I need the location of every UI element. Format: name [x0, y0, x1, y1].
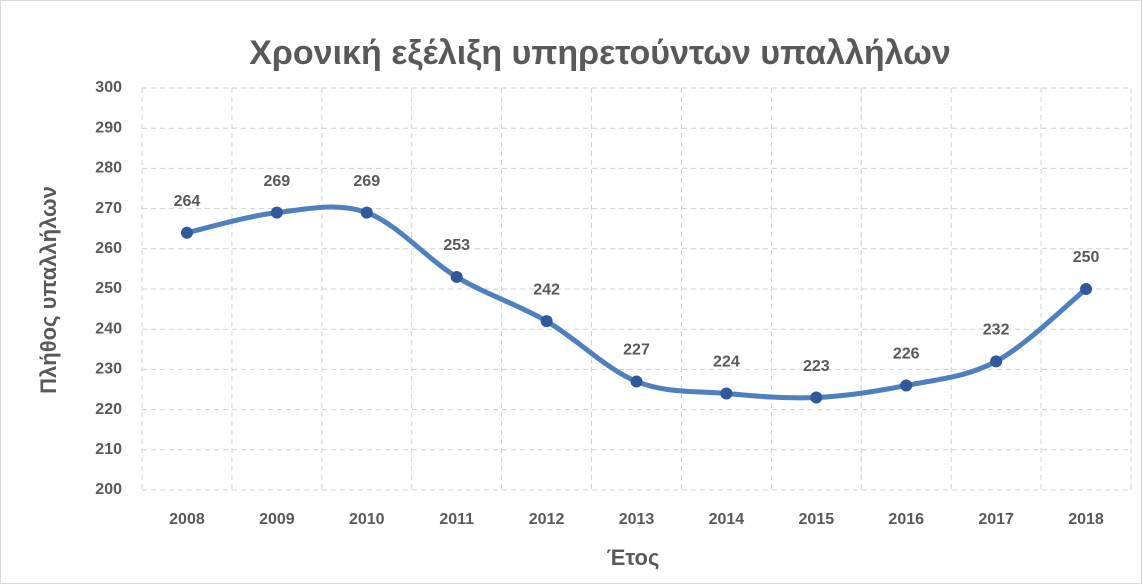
data-point [180, 226, 193, 239]
x-tick-label: 2013 [619, 511, 655, 528]
x-tick-label: 2016 [888, 511, 924, 528]
y-tick-label: 260 [95, 240, 122, 257]
y-tick-label: 240 [95, 320, 122, 337]
data-label: 264 [174, 193, 201, 210]
data-point [270, 206, 283, 219]
x-tick-label: 2018 [1068, 511, 1104, 528]
data-label: 242 [533, 281, 560, 298]
y-axis-label: Πλήθος υπαλλήλων [36, 186, 61, 394]
y-tick-label: 280 [95, 160, 122, 177]
data-label: 269 [264, 173, 291, 190]
x-tick-label: 2014 [709, 511, 745, 528]
data-point [1080, 283, 1093, 295]
x-tick-label: 2011 [439, 511, 474, 528]
y-tick-label: 290 [95, 119, 122, 136]
x-tick-label: 2015 [799, 511, 835, 528]
y-tick-label: 230 [95, 361, 122, 378]
x-axis-label: Έτος [607, 545, 660, 570]
data-label: 253 [443, 237, 470, 254]
data-point [720, 387, 733, 400]
x-tick-label: 2017 [978, 511, 1014, 528]
y-tick-label: 270 [95, 200, 122, 217]
data-label: 223 [803, 358, 830, 375]
x-tick-label: 2010 [349, 511, 385, 528]
y-tick-label: 210 [95, 441, 122, 458]
y-tick-label: 220 [95, 401, 122, 418]
x-tick-label: 2009 [259, 511, 295, 528]
y-tick-label: 200 [95, 481, 122, 498]
x-tick-label: 2008 [169, 511, 205, 528]
data-point [450, 270, 463, 283]
y-tick-label: 250 [95, 280, 122, 297]
data-point [540, 315, 553, 328]
data-point [900, 379, 913, 392]
data-point [810, 391, 823, 404]
data-point [630, 375, 643, 388]
data-label: 227 [623, 342, 650, 359]
data-label: 224 [713, 354, 740, 371]
data-label: 232 [983, 322, 1010, 339]
y-tick-label: 300 [95, 79, 122, 96]
x-tick-label: 2012 [529, 511, 565, 528]
data-label: 226 [893, 346, 920, 363]
data-point [990, 355, 1003, 368]
data-label: 250 [1073, 249, 1100, 266]
data-label: 269 [353, 173, 380, 190]
data-point [360, 206, 373, 219]
chart-title: Χρονική εξέλιξη υπηρετούντων υπαλλήλων [249, 34, 951, 72]
